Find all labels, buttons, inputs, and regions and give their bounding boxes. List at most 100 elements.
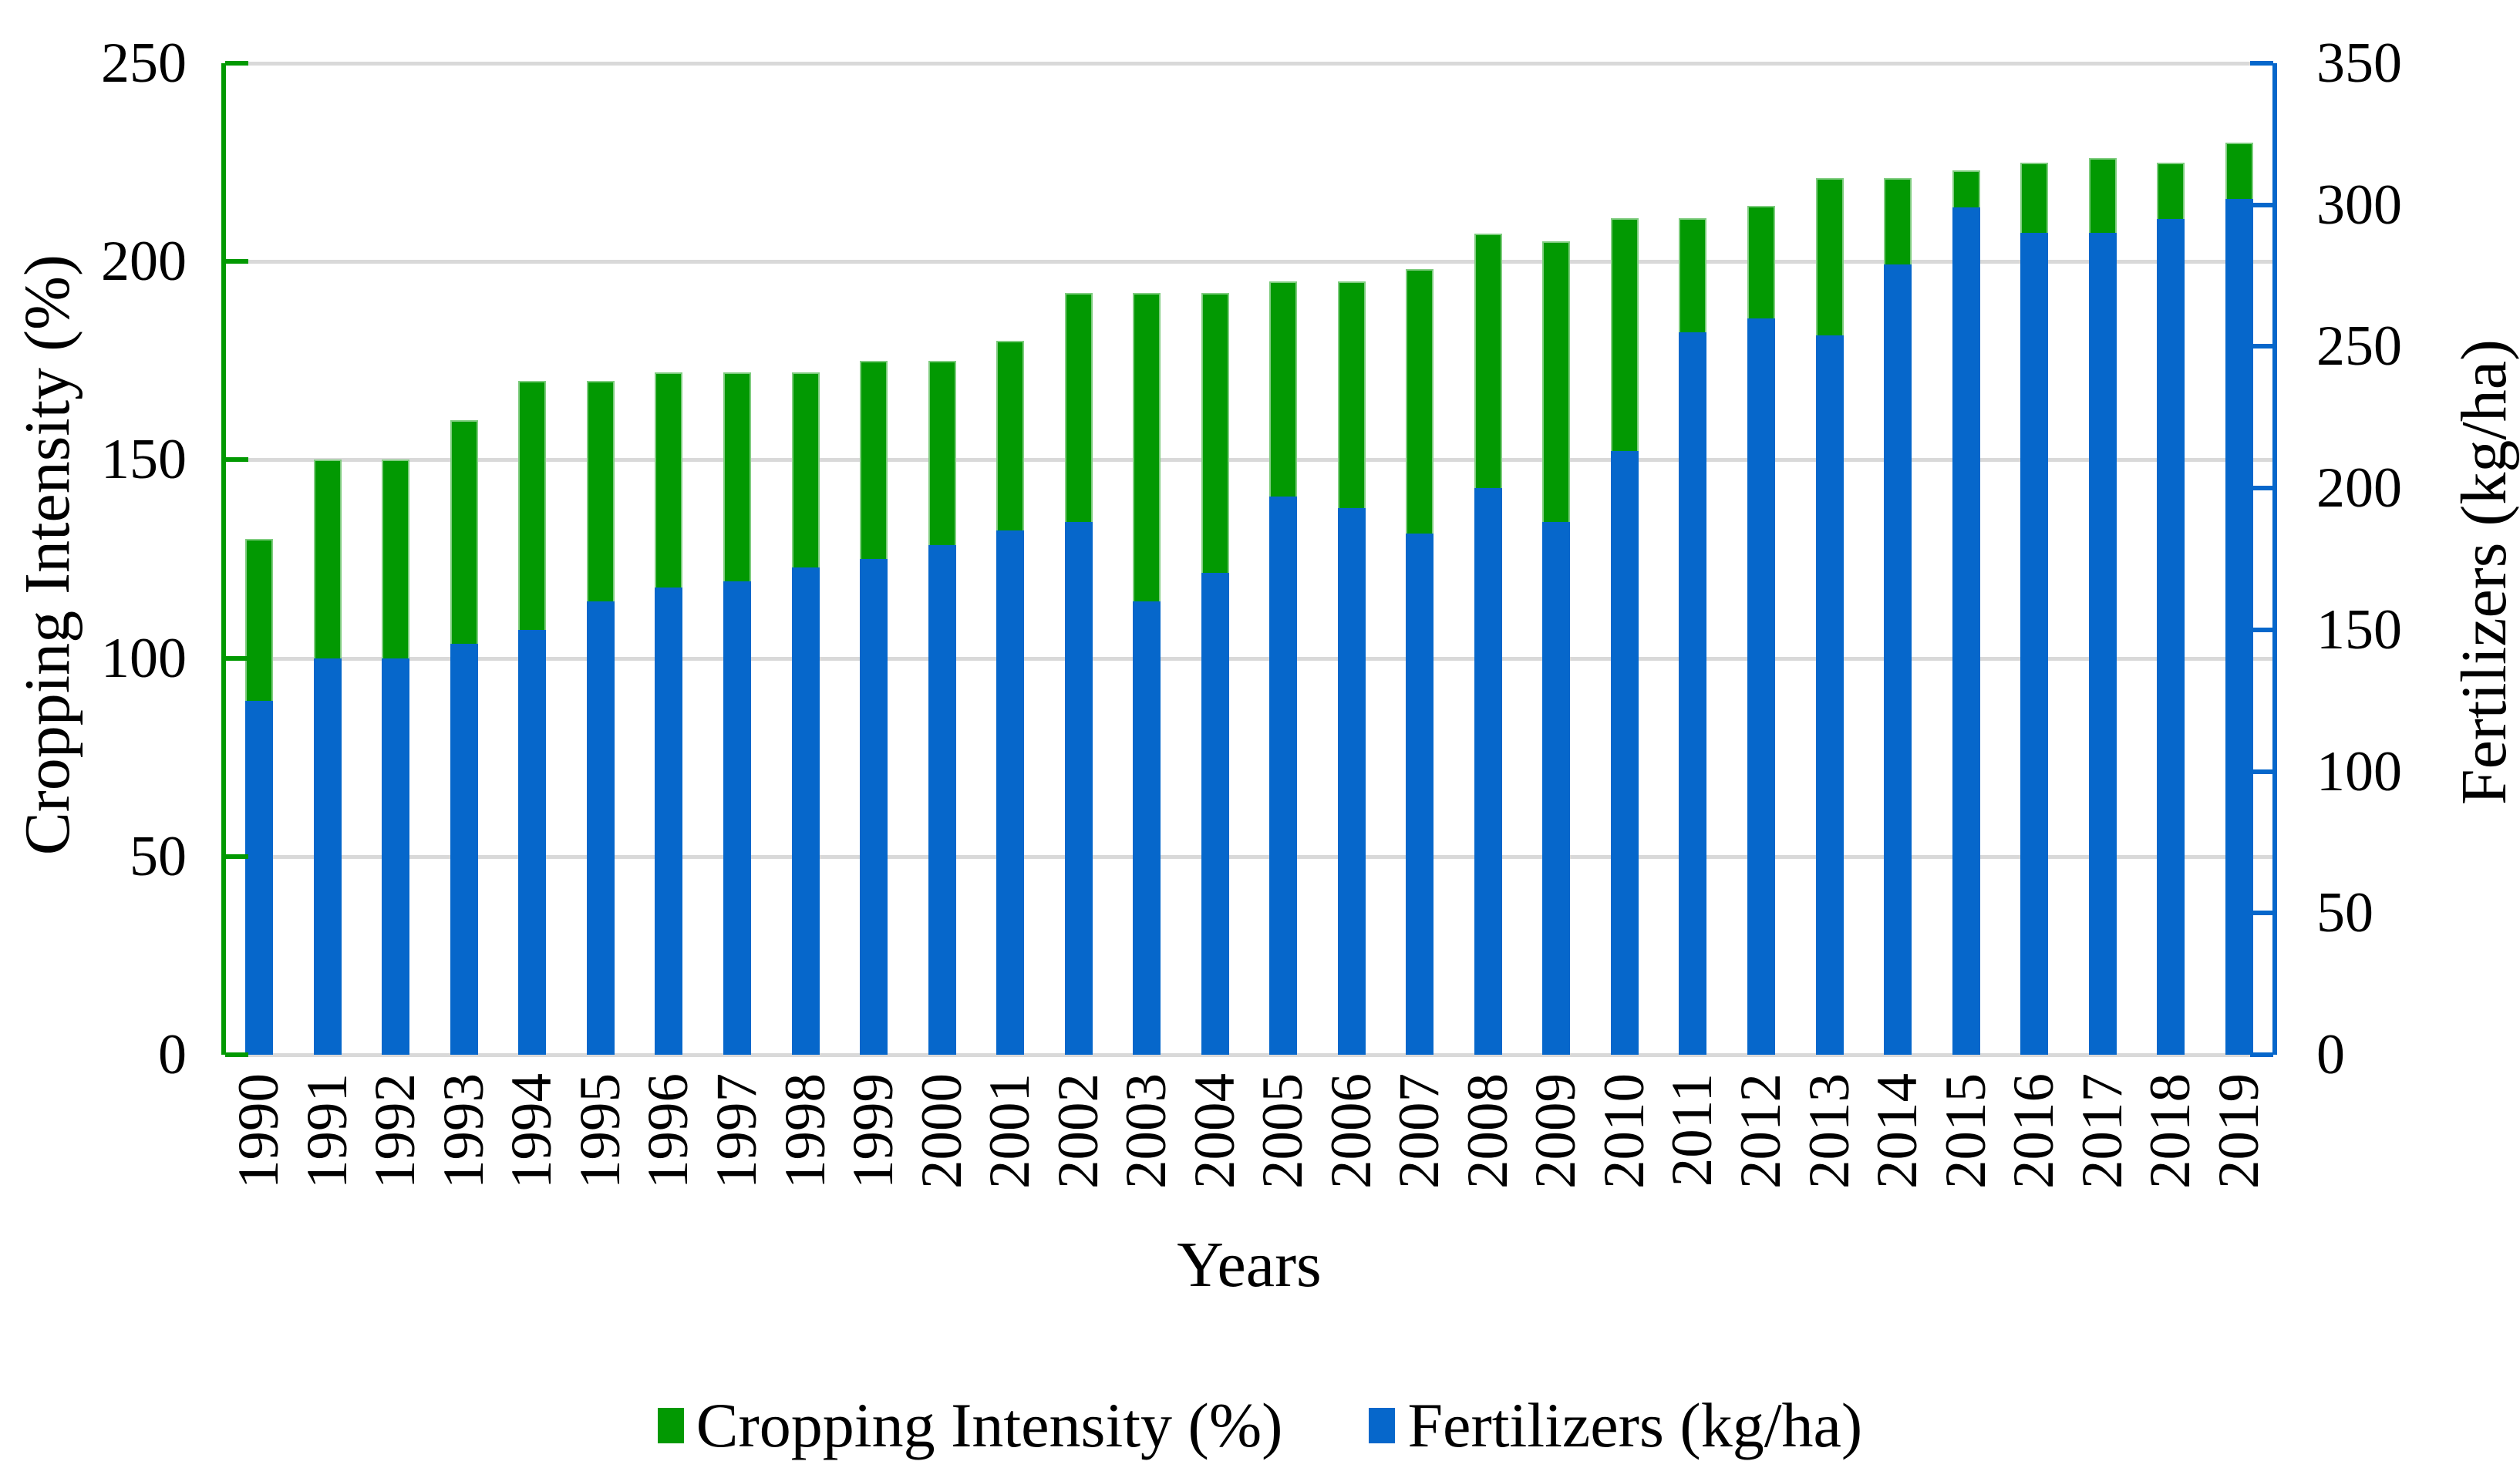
- x-tick-label-1990: 1990: [227, 1073, 291, 1189]
- bar-fertilizers-2014: [1884, 264, 1912, 1055]
- gridline-200: [225, 260, 2273, 264]
- x-tick-label-2008: 2008: [1455, 1073, 1520, 1189]
- x-tick-label-2013: 2013: [1797, 1073, 1861, 1189]
- bar-fertilizers-2016: [2020, 233, 2049, 1055]
- x-axis-title: Years: [1177, 1229, 1322, 1301]
- gridline-250: [225, 62, 2273, 66]
- bar-fertilizers-1995: [586, 601, 615, 1055]
- bar-fertilizers-1997: [723, 581, 751, 1055]
- bar-fertilizers-1992: [382, 658, 410, 1055]
- right-axis-tick-150: [2250, 627, 2273, 632]
- bar-fertilizers-2003: [1133, 601, 1161, 1055]
- left-axis-tick-label-200: 200: [101, 230, 187, 294]
- gridline-100: [225, 656, 2273, 661]
- right-axis-line: [2272, 63, 2277, 1055]
- bar-fertilizers-2017: [2088, 233, 2117, 1055]
- legend-label-cropping-intensity: Cropping Intensity (%): [696, 1390, 1283, 1460]
- bar-fertilizers-1994: [518, 629, 547, 1055]
- x-tick-label-2016: 2016: [2002, 1073, 2067, 1189]
- left-axis-tick-250: [225, 61, 248, 66]
- x-tick-label-2001: 2001: [978, 1073, 1043, 1189]
- bar-fertilizers-2005: [1269, 497, 1298, 1055]
- x-tick-label-2003: 2003: [1114, 1073, 1179, 1189]
- left-axis-tick-0: [225, 1052, 248, 1057]
- right-axis-tick-label-250: 250: [2316, 315, 2402, 379]
- left-axis-tick-label-50: 50: [130, 824, 187, 888]
- bar-fertilizers-1993: [450, 644, 478, 1055]
- legend-swatch-green: [657, 1408, 684, 1443]
- right-axis-tick-label-350: 350: [2316, 32, 2402, 95]
- right-axis-tick-0: [2250, 1052, 2273, 1057]
- left-axis-tick-100: [225, 655, 248, 661]
- right-axis-tick-label-200: 200: [2316, 456, 2402, 520]
- left-axis-tick-label-150: 150: [101, 428, 187, 492]
- bar-fertilizers-1998: [791, 567, 820, 1055]
- x-tick-label-2014: 2014: [1865, 1073, 1930, 1189]
- legend: Cropping Intensity (%) Fertilizers (kg/h…: [0, 1392, 2520, 1459]
- bar-fertilizers-2001: [996, 530, 1025, 1055]
- bar-fertilizers-2019: [2225, 199, 2253, 1055]
- x-tick-label-2010: 2010: [1592, 1073, 1656, 1189]
- gridline-150: [225, 458, 2273, 463]
- bar-fertilizers-2011: [1679, 332, 1707, 1055]
- x-tick-label-1998: 1998: [773, 1073, 837, 1189]
- right-axis-tick-label-0: 0: [2316, 1023, 2345, 1086]
- right-axis-tick-50: [2250, 911, 2273, 916]
- bar-fertilizers-2012: [1747, 318, 1775, 1055]
- bar-fertilizers-2010: [1610, 451, 1639, 1055]
- right-axis-tick-300: [2250, 202, 2273, 207]
- bar-fertilizers-2006: [1337, 507, 1366, 1055]
- x-tick-label-2006: 2006: [1319, 1073, 1383, 1189]
- bar-fertilizers-2008: [1474, 488, 1502, 1055]
- bar-fertilizers-1999: [860, 559, 888, 1055]
- x-tick-label-2012: 2012: [1729, 1073, 1793, 1189]
- left-axis-tick-150: [225, 457, 248, 463]
- right-axis-tick-200: [2250, 486, 2273, 491]
- x-tick-label-2004: 2004: [1182, 1073, 1247, 1189]
- right-axis-tick-100: [2250, 769, 2273, 774]
- bar-fertilizers-1996: [655, 587, 683, 1055]
- right-axis-tick-label-50: 50: [2316, 881, 2373, 945]
- bar-fertilizers-2015: [1952, 207, 1980, 1055]
- x-tick-label-1996: 1996: [636, 1073, 701, 1189]
- x-tick-label-2018: 2018: [2138, 1073, 2203, 1189]
- left-axis-tick-label-0: 0: [158, 1023, 187, 1086]
- left-axis-title: Cropping Intensity (%): [12, 254, 83, 856]
- x-tick-label-1992: 1992: [363, 1073, 428, 1189]
- right-axis-title: Fertilizers (kg/ha): [2448, 339, 2520, 806]
- left-axis-tick-label-250: 250: [101, 32, 187, 95]
- bar-fertilizers-2007: [1406, 533, 1434, 1055]
- legend-swatch-blue: [1369, 1408, 1396, 1443]
- left-axis-tick-label-100: 100: [101, 626, 187, 690]
- x-tick-label-2015: 2015: [1933, 1073, 1998, 1189]
- right-axis-tick-250: [2250, 344, 2273, 349]
- bar-fertilizers-2013: [1815, 335, 1844, 1055]
- x-tick-label-2007: 2007: [1387, 1073, 1452, 1189]
- bar-fertilizers-2004: [1201, 573, 1229, 1055]
- right-axis-tick-350: [2250, 61, 2273, 66]
- bar-fertilizers-2009: [1542, 522, 1571, 1055]
- left-axis-line: [221, 63, 226, 1055]
- x-tick-label-2009: 2009: [1524, 1073, 1588, 1189]
- x-tick-label-2000: 2000: [909, 1073, 974, 1189]
- gridline-50: [225, 854, 2273, 859]
- x-tick-label-2019: 2019: [2206, 1073, 2271, 1189]
- gridline-0: [225, 1053, 2273, 1057]
- x-tick-label-2017: 2017: [2070, 1073, 2134, 1189]
- legend-item-fertilizers: Fertilizers (kg/ha): [1369, 1392, 1862, 1459]
- x-tick-label-1999: 1999: [841, 1073, 906, 1189]
- legend-label-fertilizers: Fertilizers (kg/ha): [1407, 1390, 1863, 1460]
- x-tick-label-1997: 1997: [705, 1073, 769, 1189]
- bar-fertilizers-2018: [2157, 219, 2185, 1055]
- x-tick-label-1993: 1993: [431, 1073, 496, 1189]
- bar-fertilizers-2002: [1064, 522, 1093, 1055]
- x-tick-label-2002: 2002: [1046, 1073, 1110, 1189]
- legend-item-cropping-intensity: Cropping Intensity (%): [657, 1390, 1283, 1460]
- bar-fertilizers-1990: [245, 700, 274, 1055]
- left-axis-tick-200: [225, 259, 248, 264]
- x-tick-label-1994: 1994: [500, 1073, 564, 1189]
- x-tick-label-1991: 1991: [295, 1073, 359, 1189]
- right-axis-tick-label-100: 100: [2316, 739, 2402, 803]
- x-tick-label-2005: 2005: [1251, 1073, 1316, 1189]
